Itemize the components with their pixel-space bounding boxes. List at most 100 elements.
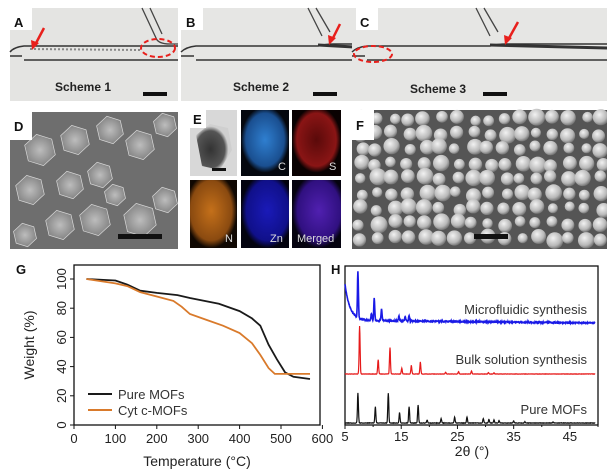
tile-label-merged: Merged bbox=[297, 233, 334, 245]
crystal-particle bbox=[87, 161, 113, 189]
particle bbox=[512, 109, 528, 125]
x-axis-label: Temperature (°C) bbox=[143, 453, 251, 469]
panel-label-c: C bbox=[360, 15, 370, 30]
particle bbox=[403, 215, 416, 228]
crystal-particle bbox=[79, 204, 111, 236]
particle bbox=[484, 129, 497, 142]
particle bbox=[544, 170, 557, 183]
crystal-particle bbox=[96, 115, 124, 145]
particle bbox=[400, 198, 417, 215]
y-tick-label: 0 bbox=[54, 421, 69, 428]
scale-bar bbox=[483, 92, 507, 96]
x-tick-label: 45 bbox=[563, 429, 577, 444]
panel-d-sem-image: D bbox=[10, 112, 178, 249]
legend: Pure MOFs Cyt c-MOFs bbox=[88, 387, 188, 418]
particle bbox=[465, 169, 482, 187]
particle bbox=[543, 140, 558, 156]
particle bbox=[383, 137, 400, 155]
particle bbox=[470, 115, 481, 127]
particle bbox=[385, 156, 396, 168]
particle bbox=[515, 155, 532, 172]
particle bbox=[562, 232, 574, 244]
particle bbox=[560, 128, 576, 144]
y-tick-label: 80 bbox=[54, 301, 69, 315]
particle bbox=[546, 232, 564, 250]
scale-bar bbox=[313, 92, 337, 96]
particle bbox=[452, 171, 465, 184]
particle bbox=[450, 125, 464, 139]
particle bbox=[563, 187, 576, 201]
particle bbox=[499, 126, 516, 144]
particle bbox=[466, 199, 481, 214]
scale-bar bbox=[118, 234, 162, 239]
particle bbox=[479, 169, 495, 186]
nitrogen-map-tile bbox=[190, 180, 237, 248]
crystal-particle bbox=[153, 112, 177, 138]
panel-label-h: H bbox=[331, 262, 340, 277]
xrd-chart: H 5 15 25 35 45 2θ (°) Microfluidic synthesi… bbox=[331, 262, 599, 459]
particle bbox=[403, 127, 417, 141]
particle bbox=[446, 230, 463, 246]
panel-e-elemental-mapping: E C S N Zn Merged bbox=[190, 110, 341, 248]
particle bbox=[517, 233, 528, 244]
particle bbox=[545, 184, 563, 202]
particle bbox=[401, 169, 415, 183]
y-tick-label: 100 bbox=[54, 268, 69, 290]
particle bbox=[465, 188, 482, 204]
particle bbox=[431, 230, 447, 246]
particle bbox=[400, 157, 413, 171]
particle bbox=[498, 218, 513, 233]
particle bbox=[417, 215, 432, 230]
plot-frame bbox=[73, 264, 321, 426]
particle bbox=[468, 157, 483, 172]
tile-label-n: N bbox=[225, 233, 233, 245]
particle bbox=[527, 187, 542, 202]
plot-frame bbox=[344, 265, 599, 426]
particle bbox=[514, 126, 530, 142]
particle bbox=[582, 111, 593, 123]
particle bbox=[389, 113, 401, 125]
y-tick-label: 20 bbox=[54, 389, 69, 403]
particle bbox=[480, 201, 494, 216]
particle bbox=[498, 113, 511, 125]
particle bbox=[514, 184, 531, 201]
series-line-microfluidic bbox=[344, 271, 596, 326]
particle bbox=[449, 109, 464, 124]
panel-a-micrograph: A Scheme 1 bbox=[9, 7, 178, 101]
panel-label-a: A bbox=[14, 15, 24, 30]
crystal-particle bbox=[13, 222, 37, 248]
particle bbox=[483, 115, 495, 127]
particle bbox=[500, 172, 514, 186]
x-tick-label: 600 bbox=[312, 431, 334, 446]
particle bbox=[562, 156, 577, 170]
carbon-map-tile bbox=[241, 110, 289, 176]
particle bbox=[356, 142, 370, 156]
series-label-microfluidic: Microfluidic synthesis bbox=[464, 302, 587, 317]
particle bbox=[419, 184, 436, 202]
particle bbox=[545, 109, 559, 124]
particle bbox=[352, 219, 364, 231]
tile-label-s: S bbox=[329, 161, 336, 173]
particle bbox=[513, 144, 526, 156]
crystal-particle bbox=[152, 186, 178, 214]
particle bbox=[370, 216, 388, 234]
crystal-particle bbox=[125, 130, 155, 160]
particle bbox=[513, 173, 525, 184]
scheme-1-caption: Scheme 1 bbox=[55, 80, 111, 94]
particle bbox=[449, 186, 461, 197]
particle bbox=[416, 167, 434, 185]
particle bbox=[354, 154, 370, 170]
particle bbox=[448, 143, 460, 154]
particle bbox=[404, 143, 416, 156]
legend-label-cyt: Cyt c-MOFs bbox=[118, 403, 188, 418]
tile-label-c: C bbox=[278, 161, 286, 173]
particle bbox=[434, 184, 452, 202]
scale-bar bbox=[474, 234, 508, 239]
panel-label-d: D bbox=[14, 119, 23, 134]
particle bbox=[593, 233, 607, 247]
panel-label-e: E bbox=[193, 112, 202, 127]
particle bbox=[415, 124, 433, 142]
crystal-particle bbox=[60, 125, 90, 155]
series-label-bulk: Bulk solution synthesis bbox=[455, 352, 587, 367]
particle bbox=[578, 218, 592, 233]
